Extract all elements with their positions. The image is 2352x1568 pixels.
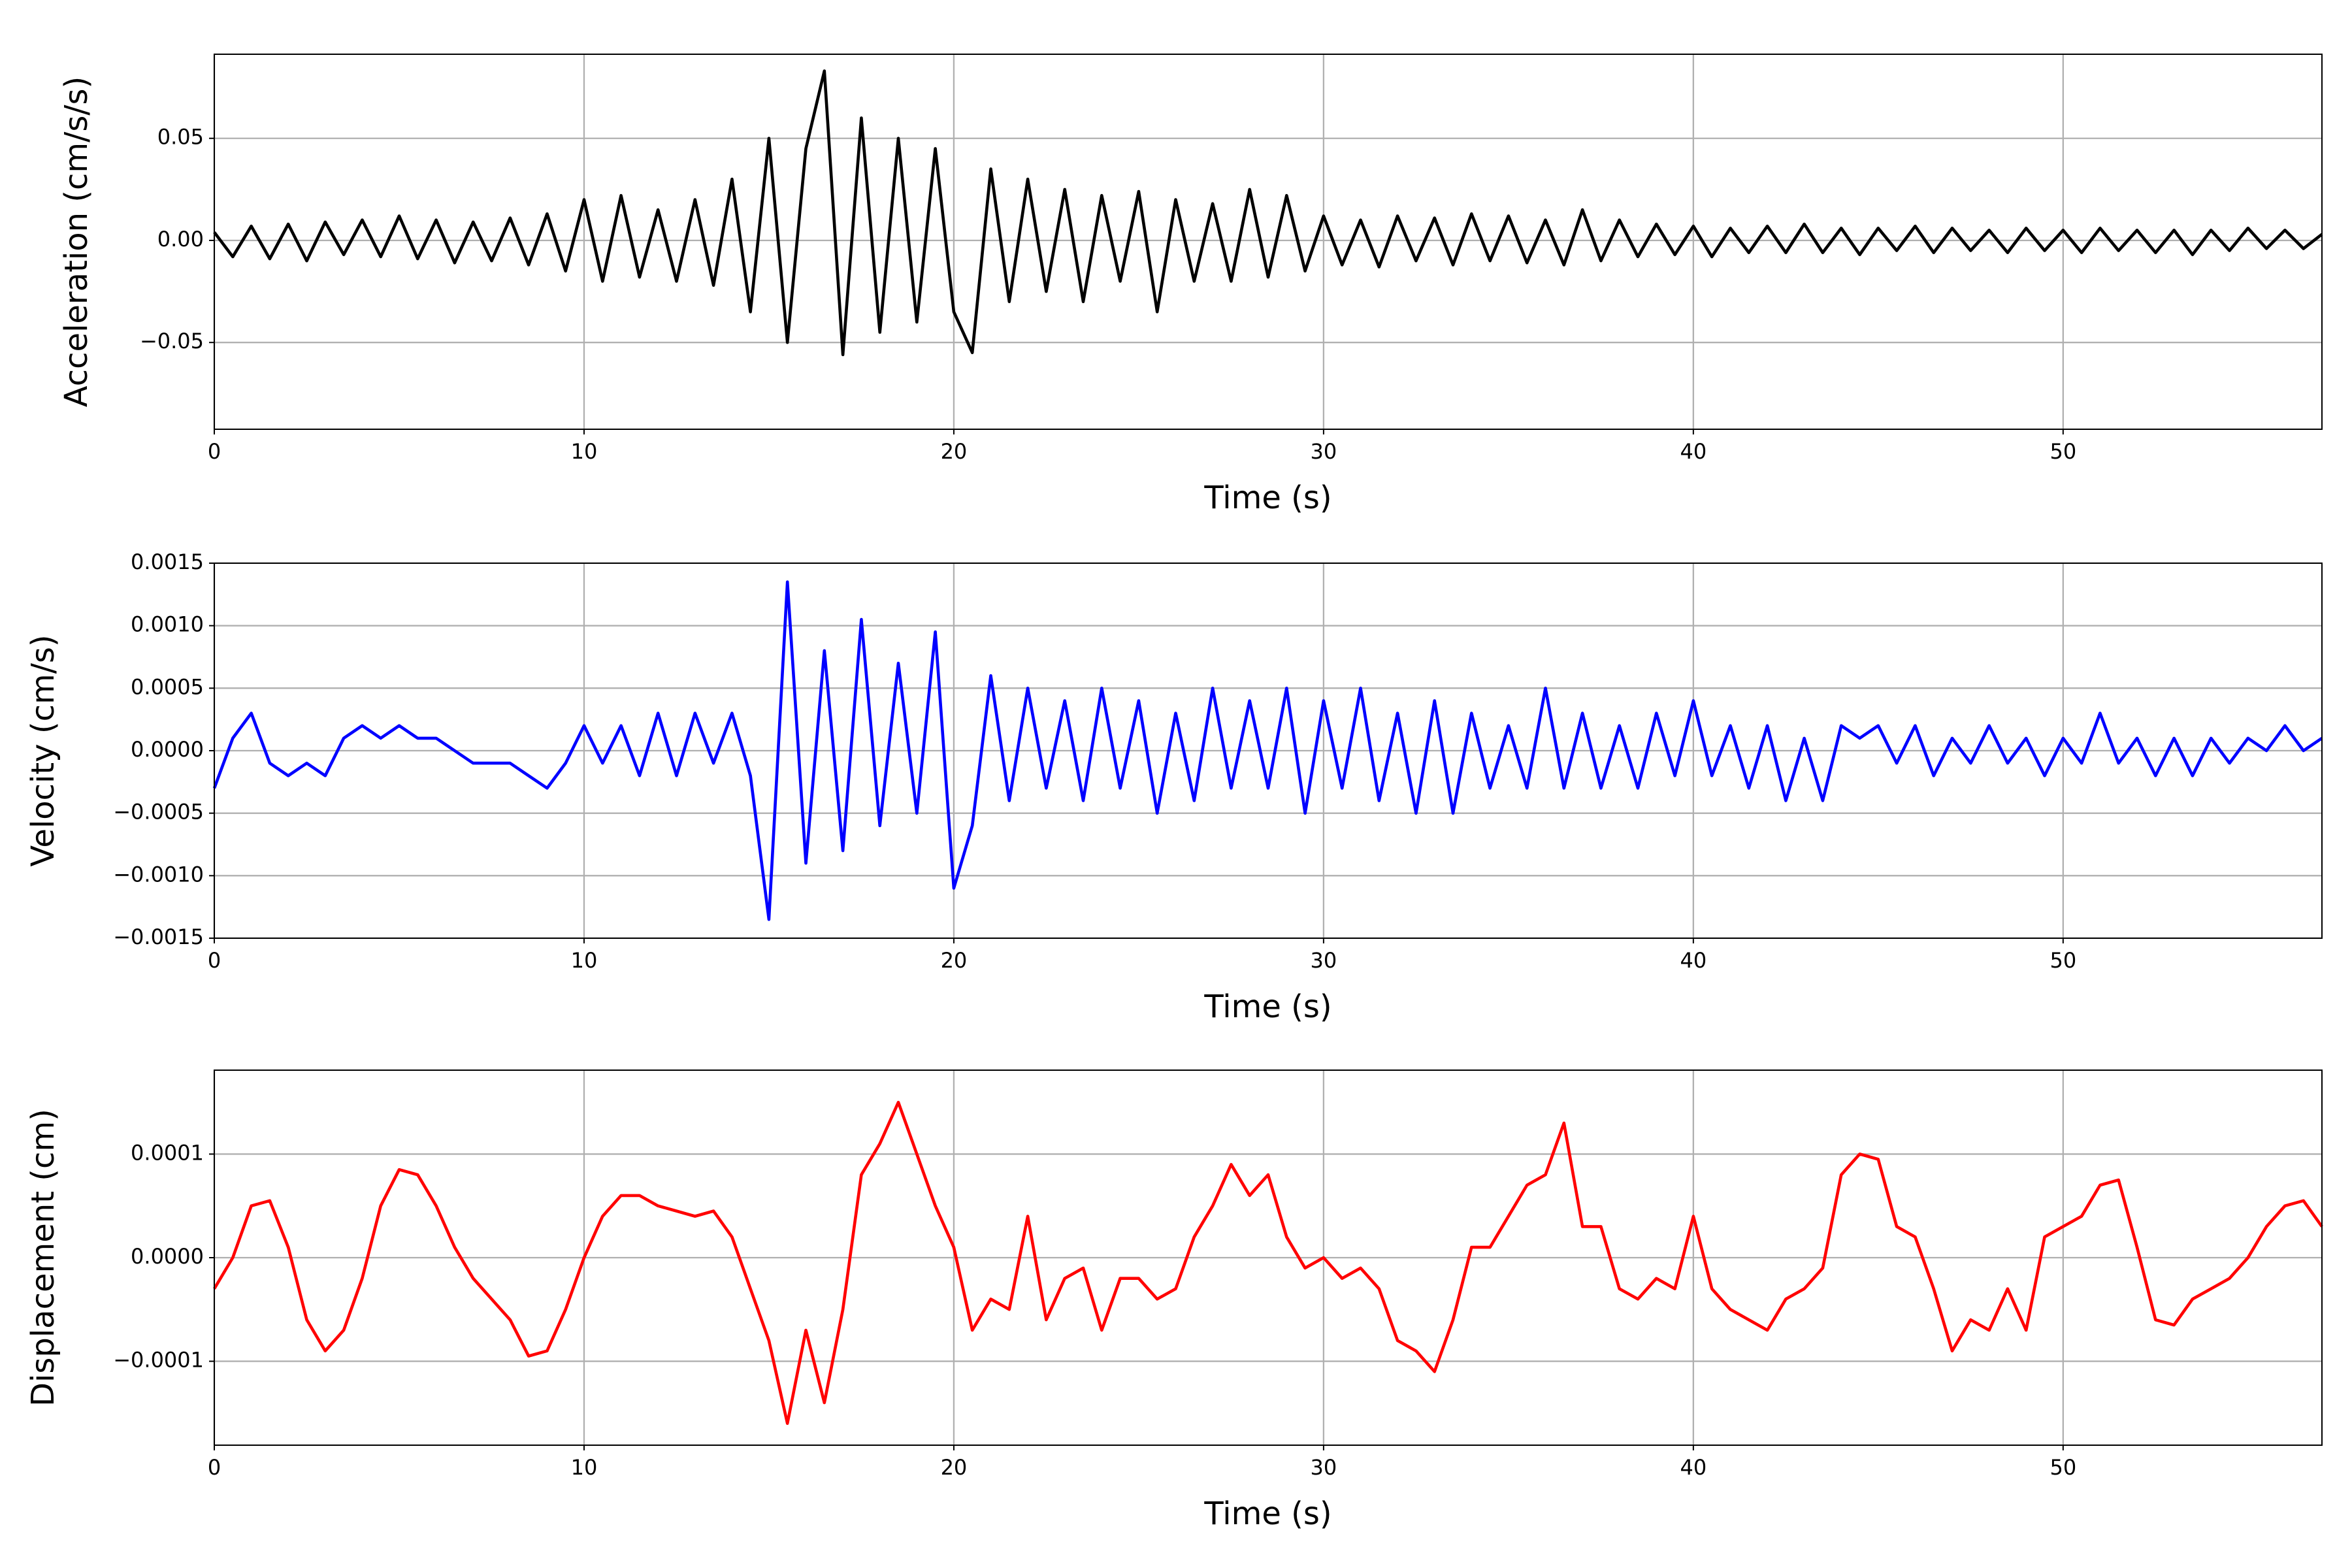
x-tick-label: 0	[208, 1455, 221, 1480]
x-tick-label: 50	[2050, 1455, 2076, 1480]
data-line	[213, 1100, 2323, 1425]
axes-frame	[214, 1070, 2323, 1446]
y-tick-label: 0.05	[157, 125, 204, 150]
x-tick-label: 20	[941, 948, 968, 973]
x-tick-label: 0	[208, 948, 221, 973]
y-tick-label: 0.0000	[131, 1244, 204, 1269]
y-tick-label: 0.00	[157, 227, 204, 252]
y-tick-label: −0.0010	[113, 862, 204, 887]
x-tick-label: 40	[1680, 1455, 1707, 1480]
y-axis-label: Velocity (cm/s)	[25, 634, 61, 866]
x-axis-label: Time (s)	[1203, 1495, 1331, 1532]
x-tick-label: 40	[1680, 439, 1707, 464]
x-tick-label: 50	[2050, 439, 2076, 464]
x-tick-label: 10	[571, 1455, 598, 1480]
y-tick-label: −0.0001	[113, 1348, 204, 1373]
y-tick-label: 0.0010	[131, 612, 204, 637]
x-axis-label: Time (s)	[1203, 480, 1331, 516]
x-tick-label: 20	[941, 1455, 968, 1480]
x-tick-label: 20	[941, 439, 968, 464]
x-axis-label: Time (s)	[1203, 988, 1331, 1025]
y-tick-label: −0.05	[140, 329, 204, 353]
y-tick-label: 0.0000	[131, 737, 204, 762]
y-axis-label: Displacement (cm)	[25, 1109, 61, 1407]
y-tick-label: −0.0015	[113, 924, 204, 949]
x-tick-label: 30	[1311, 1455, 1337, 1480]
x-tick-label: 30	[1311, 439, 1337, 464]
y-tick-label: 0.0005	[131, 674, 204, 699]
data-line	[212, 580, 2323, 921]
x-tick-label: 30	[1311, 948, 1337, 973]
x-tick-label: 0	[208, 439, 221, 464]
x-tick-label: 40	[1680, 948, 1707, 973]
x-tick-label: 10	[571, 439, 598, 464]
y-tick-label: −0.0005	[113, 800, 204, 825]
y-tick-label: 0.0001	[131, 1140, 204, 1165]
y-tick-label: 0.0015	[131, 549, 204, 574]
x-tick-label: 50	[2050, 948, 2076, 973]
axes-frame	[214, 563, 2323, 939]
axes-frame	[214, 54, 2323, 430]
data-line	[213, 69, 2323, 357]
y-axis-label: Acceleration (cm/s/s)	[58, 76, 95, 407]
x-tick-label: 10	[571, 948, 598, 973]
